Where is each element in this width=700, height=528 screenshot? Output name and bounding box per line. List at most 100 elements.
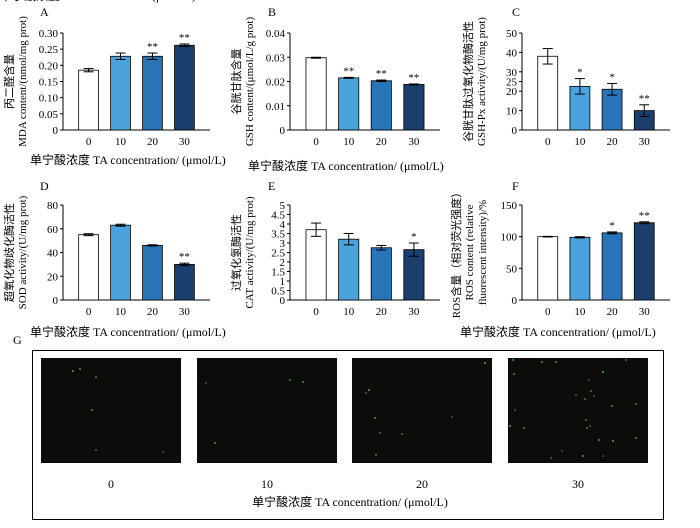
chart-panel-a: A 0 0.05 0.10 0.15 0.20 0.25 0.30 丙二醛含量 MDA conte… (2, 5, 226, 167)
y-tick-label: 60 (47, 224, 59, 236)
bar (537, 236, 559, 301)
micrograph-label-10: 10 (261, 477, 273, 491)
y-tick-label: 4 (280, 219, 286, 231)
fluorescence-speck (589, 390, 592, 393)
y-tick-label: 0.15 (39, 77, 59, 89)
fluorescence-speck (94, 449, 97, 452)
y-axis-label: CAT activity/(U/mg prot) (244, 196, 256, 309)
x-axis-label: 单宁酸浓度 TA concentration/ (μmol/L) (248, 158, 444, 173)
x-tick-label: 30 (408, 136, 420, 148)
fluorescence-speck (602, 454, 605, 457)
x-tick-label: 10 (574, 136, 586, 148)
y-axis-label: ROS content (relative (464, 204, 476, 300)
panel-letter: E (268, 179, 275, 193)
y-tick-label: 0 (280, 125, 286, 137)
panel-letter: C (512, 5, 520, 19)
bar (601, 232, 623, 301)
y-axis-label: 丙二醛含量 (2, 54, 16, 109)
x-axis-label: 单宁酸浓度 TA concentration/ (μmol/L) (0, 0, 196, 3)
y-tick-label: 0.10 (39, 93, 59, 105)
fluorescence-speck (205, 382, 208, 385)
bar (403, 249, 425, 301)
x-tick-label: 0 (313, 306, 319, 318)
fluorescence-speck (79, 368, 82, 371)
micrograph-10 (197, 358, 337, 463)
x-tick-label: 30 (179, 136, 191, 148)
x-tick-label: 0 (86, 306, 92, 318)
x-tick-label: 0 (545, 136, 551, 148)
y-tick-label: 0.03 (266, 52, 286, 64)
fluorescence-speck (301, 380, 304, 383)
x-tick-label: 30 (179, 306, 191, 318)
y-tick-label: 0.30 (39, 28, 59, 40)
fluorescence-speck (555, 361, 558, 364)
y-tick-label: 80 (47, 200, 59, 212)
x-tick-label: 20 (376, 306, 388, 318)
bar (174, 44, 195, 131)
fluorescence-speck (509, 424, 512, 427)
y-tick-label: 0.20 (39, 60, 59, 72)
y-tick-label: 40 (47, 248, 59, 260)
significance-mark: ** (179, 251, 190, 263)
y-axis-label: GSH-Px activity/(U/mg prot) (476, 17, 488, 146)
y-tick-label: 5 (280, 200, 286, 212)
y-axis-label: ROS含量（相对荧光强度） (449, 187, 463, 318)
y-tick-label: 1 (280, 276, 286, 288)
x-axis-label: 单宁酸浓度 TA concentration/ (μmol/L) (30, 152, 226, 167)
y-tick-label: 0 (512, 125, 518, 137)
y-axis-label: 谷胱甘肽过氧化物酶活性 (461, 21, 475, 142)
y-tick-label: 0.01 (266, 101, 285, 113)
micrograph-label-0: 0 (108, 477, 114, 491)
bar (305, 229, 327, 301)
significance-mark: ** (639, 210, 650, 222)
fluorescence-speck (513, 373, 516, 376)
fluorescence-speck (624, 358, 627, 361)
x-tick-label: 10 (343, 306, 355, 318)
y-tick-label: 0 (280, 295, 286, 307)
y-tick-label: 30 (506, 67, 518, 79)
bar (110, 55, 131, 131)
fluorescence-speck (94, 376, 97, 379)
fluorescence-speck (598, 439, 601, 442)
bar (78, 234, 99, 301)
x-tick-label: 20 (147, 136, 159, 148)
fluorescence-speck (365, 392, 368, 395)
y-tick-label: 20 (47, 271, 59, 283)
fluorescence-speck (550, 456, 553, 459)
fluorescence-speck (161, 450, 164, 453)
fluorescence-speck (588, 379, 591, 382)
micrograph-0 (41, 358, 181, 463)
bar (370, 247, 392, 301)
significance-mark: * (609, 71, 615, 83)
y-tick-label: 0 (512, 295, 518, 307)
fluorescence-speck (522, 427, 525, 430)
y-tick-label: 0.25 (39, 44, 59, 56)
y-tick-label: 2.5 (271, 248, 285, 260)
y-axis-label: SOD activity/(U/mg prot) (17, 195, 29, 309)
x-tick-label: 30 (639, 306, 651, 318)
y-tick-label: 1.5 (271, 267, 285, 279)
micrograph-20 (352, 358, 492, 463)
y-tick-label: 40 (506, 47, 518, 59)
significance-mark: ** (376, 68, 387, 80)
bar (174, 263, 195, 301)
x-tick-label: 10 (343, 136, 355, 148)
fluorescence-speck (379, 432, 381, 435)
fluorescence-speck (450, 415, 453, 418)
fluorescence-speck (512, 358, 515, 361)
fluorescence-speck (375, 454, 378, 457)
x-tick-label: 0 (545, 306, 551, 318)
fluorescence-speck (601, 370, 604, 373)
y-axis-label: GSH content/(μmol/L/g prot) (244, 17, 256, 147)
y-tick-label: 3.5 (271, 229, 285, 241)
x-tick-label: 0 (313, 136, 319, 148)
significance-mark: ** (408, 72, 419, 84)
y-tick-label: 100 (501, 232, 518, 244)
panel-g-fluorescence: 0 10 20 30 (32, 350, 664, 520)
significance-mark: * (577, 67, 583, 79)
bar (370, 80, 392, 131)
fluorescence-speck (484, 362, 487, 365)
fluorescence-speck (593, 395, 596, 398)
